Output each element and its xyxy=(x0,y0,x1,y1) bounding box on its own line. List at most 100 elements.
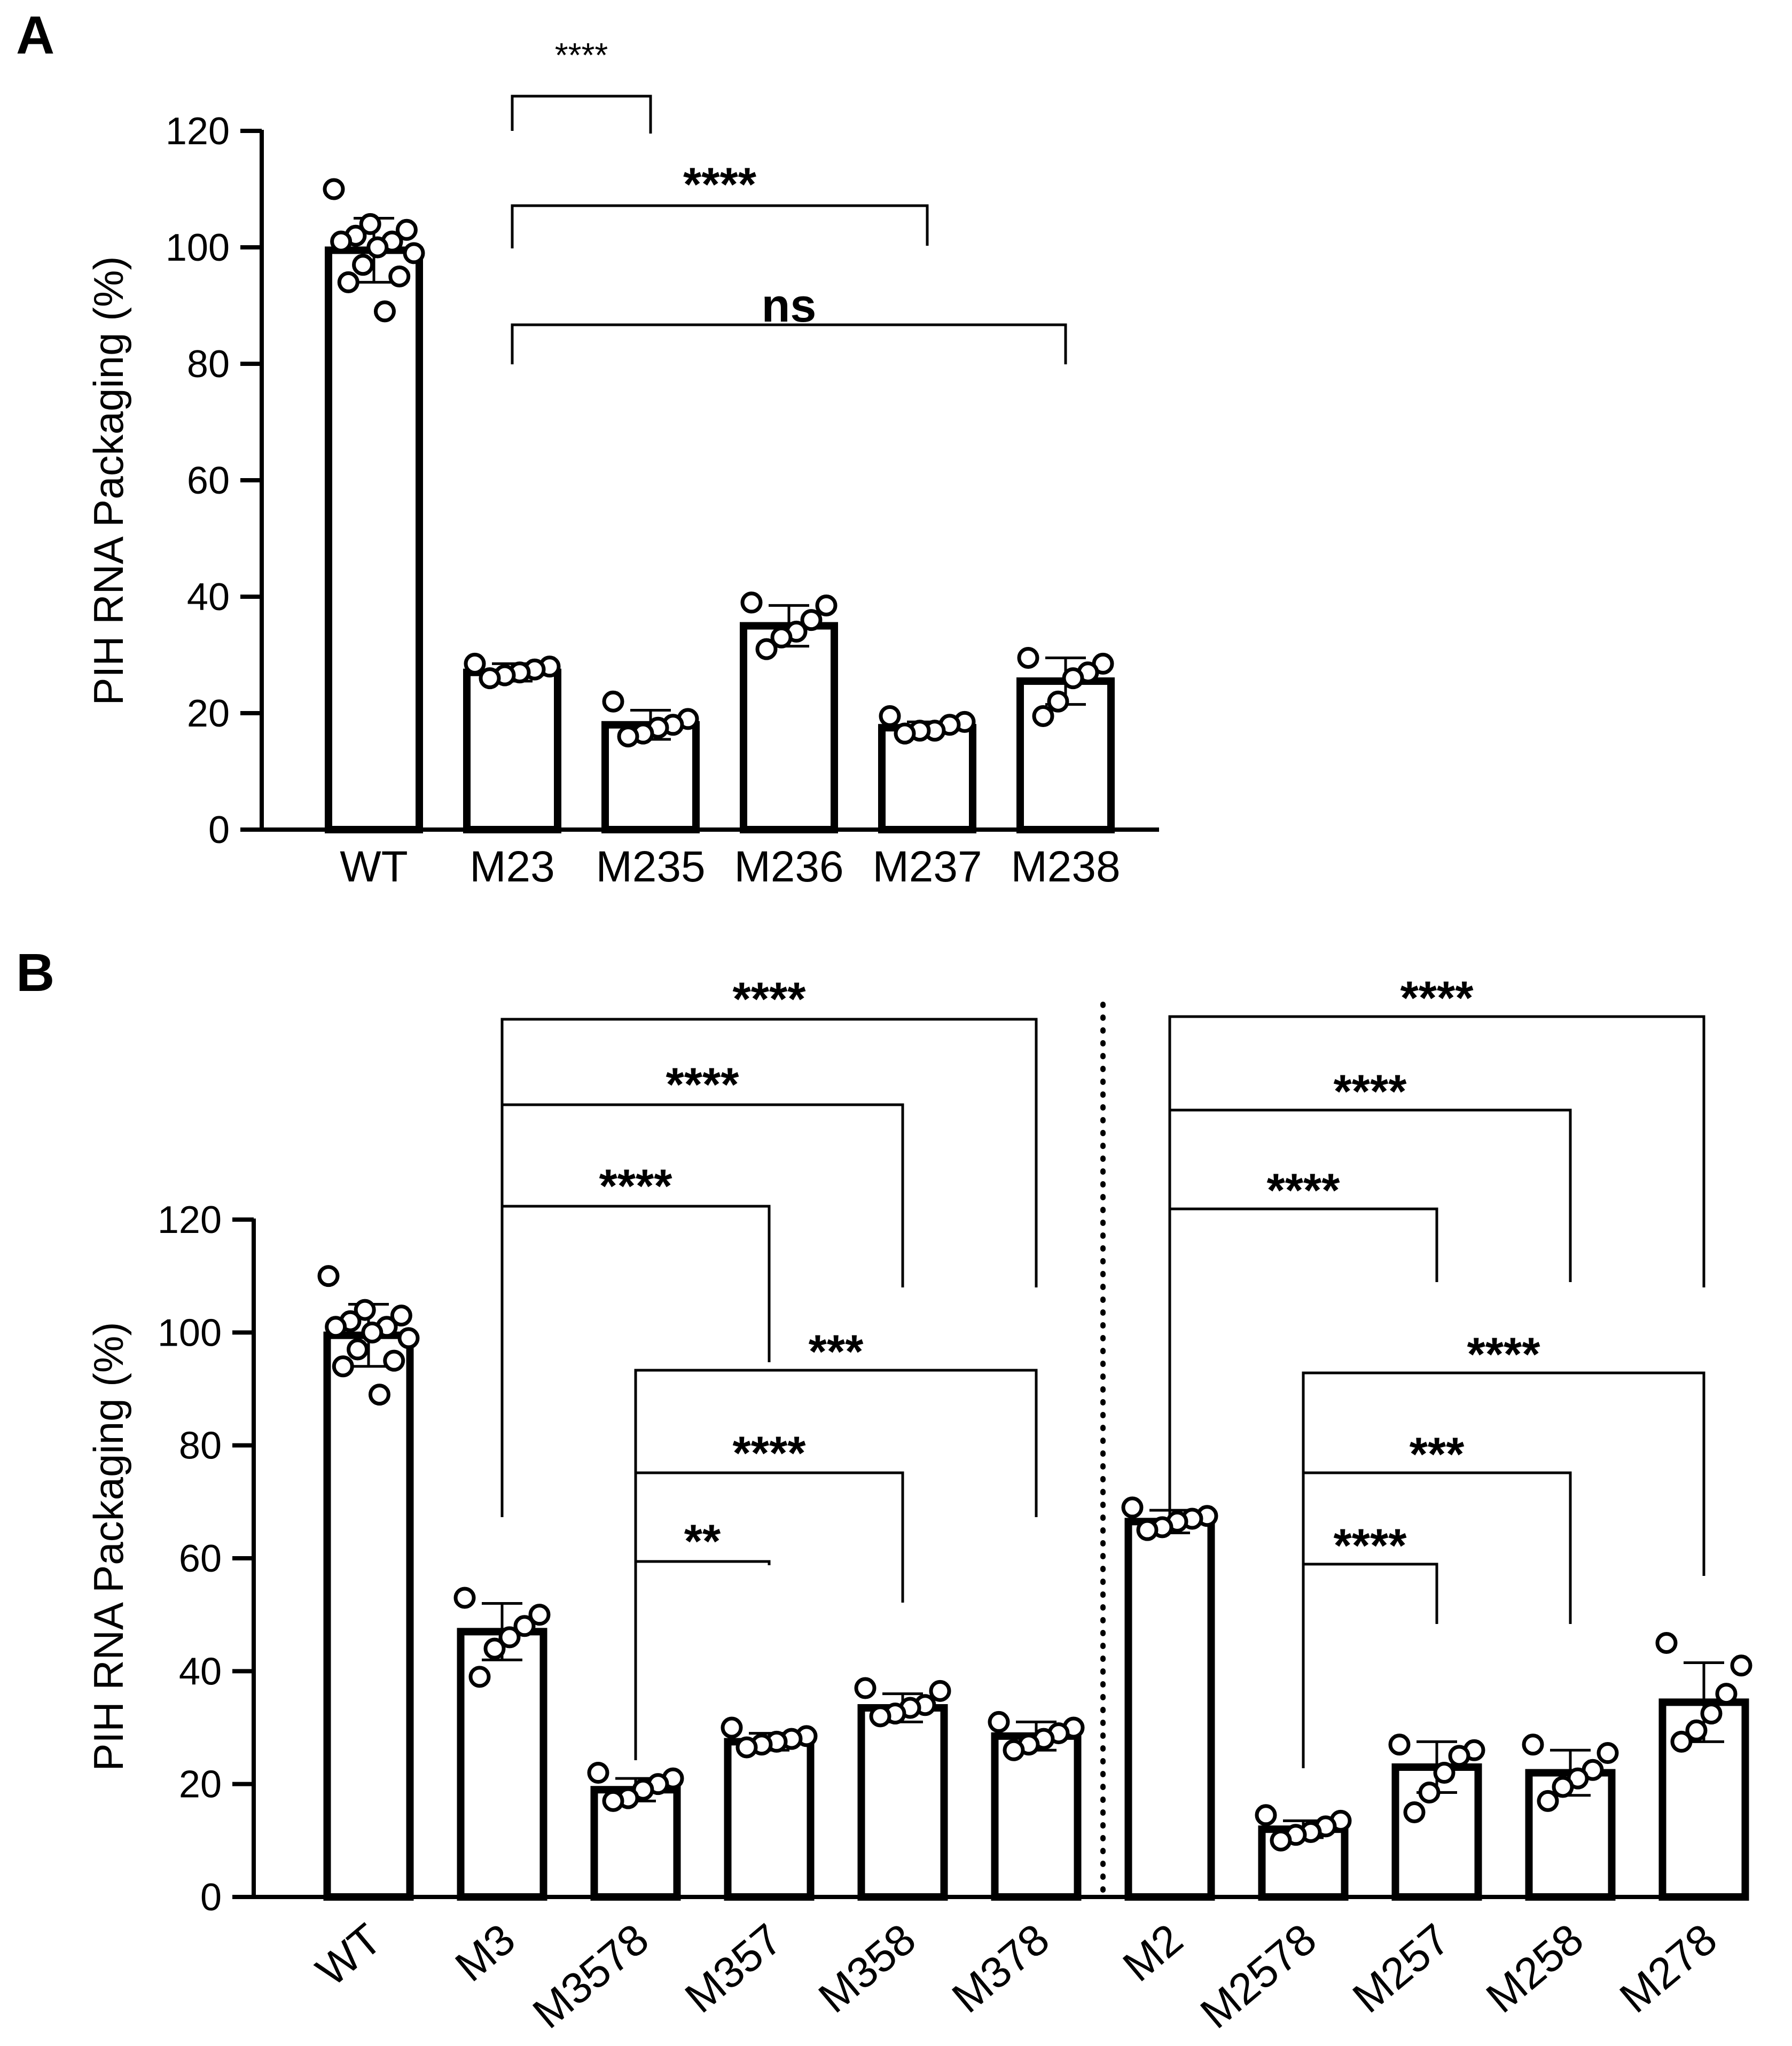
panel-b-data-point xyxy=(347,1338,369,1361)
panel-b-category-label: WT xyxy=(307,1915,390,1996)
panel-b-data-point xyxy=(397,1327,420,1349)
panel-b-data-point xyxy=(325,1316,347,1338)
panel-a-data-point xyxy=(373,300,396,323)
panel-a-category-label: M235 xyxy=(596,842,705,891)
panel-b-y-tick-label: 40 xyxy=(179,1650,222,1693)
panel-a-data-point xyxy=(337,271,359,293)
panel-b-data-point xyxy=(390,1305,412,1327)
panel-b-data-point xyxy=(383,1349,405,1372)
panel-a-significance-bracket xyxy=(511,204,929,248)
panel-b-significance-bracket xyxy=(1302,1371,1705,1768)
panel-a-data-point xyxy=(330,230,353,253)
panel-b-significance-label: *** xyxy=(809,1325,864,1378)
panel-b-category-label: M358 xyxy=(810,1915,925,2022)
panel-b-category-label: M258 xyxy=(1477,1915,1593,2022)
panel-a-y-axis-label: PIH RNA Packaging (%) xyxy=(85,256,132,706)
panel-b-significance-bracket xyxy=(500,1103,904,1517)
panel-b-significance-bracket xyxy=(1168,1108,1572,1517)
panel-a-bar xyxy=(740,622,838,833)
panel-b-significance-label: **** xyxy=(1334,1519,1407,1572)
panel-b-data-point xyxy=(735,1736,758,1759)
panel-a-data-point xyxy=(1017,646,1039,669)
panel-b-category-label: M278 xyxy=(1611,1915,1726,2022)
panel-a-data-point xyxy=(366,236,389,259)
panel-a-data-point xyxy=(479,667,501,690)
panel-b-data-point xyxy=(1670,1730,1693,1753)
panel-b-category-label: M3 xyxy=(447,1915,525,1991)
panel-b-data-point xyxy=(354,1299,376,1321)
panel-b-data-point xyxy=(1700,1703,1723,1725)
panel-a-data-point xyxy=(1047,690,1069,713)
panel-b-significance-label: *** xyxy=(1410,1427,1465,1480)
panel-b-significance-label: **** xyxy=(666,1058,740,1111)
panel-a-y-tick-label: 0 xyxy=(208,809,230,852)
panel-a-significance-bracket xyxy=(511,323,1067,364)
panel-b-data-point xyxy=(1433,1762,1455,1784)
panel-a-bar xyxy=(325,246,423,834)
panel-b-significance-label: **** xyxy=(733,1426,807,1479)
panel-b-data-point xyxy=(587,1762,609,1784)
panel-a-significance-label: ns xyxy=(762,279,817,332)
panel-b-data-point xyxy=(988,1711,1010,1733)
panel-a-category-label: WT xyxy=(340,842,408,891)
panel-b-significance-label: **** xyxy=(1400,971,1474,1024)
panel-b-bar xyxy=(857,1704,948,1901)
panel-b-bar xyxy=(991,1732,1082,1901)
panel-a-significance-bracket xyxy=(511,95,652,134)
panel-a-data-point xyxy=(359,213,381,235)
panel-b-data-point xyxy=(854,1677,877,1699)
panel-b-data-point xyxy=(498,1626,521,1649)
panel-b-data-point xyxy=(1597,1742,1619,1764)
panel-b-data-point xyxy=(602,1790,624,1812)
panel-b-data-point xyxy=(361,1321,384,1344)
panel-b-data-point xyxy=(1121,1496,1144,1519)
panel-b-category-label: M3578 xyxy=(524,1915,658,2038)
panel-b-bar xyxy=(724,1738,815,1901)
panel-a-y-tick-label: 80 xyxy=(187,343,230,386)
panel-b-data-point xyxy=(1270,1829,1292,1852)
panel-a-data-point xyxy=(755,638,778,660)
panel-a-data-point xyxy=(815,594,838,616)
panel-a-y-tick-label: 60 xyxy=(187,459,230,502)
panel-b-data-point xyxy=(1522,1733,1544,1756)
panel-b-data-point xyxy=(869,1705,891,1728)
panel-b-y-tick-label: 60 xyxy=(179,1537,222,1580)
panel-a-category-label: M237 xyxy=(872,842,982,891)
panel-b-y-tick-label: 120 xyxy=(158,1199,222,1241)
panel-a-category-label: M238 xyxy=(1011,842,1120,891)
panel-b-data-point xyxy=(929,1680,951,1702)
panel-a-bar xyxy=(878,724,976,833)
panel-b-y-axis-label: PIH RNA Packaging (%) xyxy=(85,1322,132,1771)
panel-a-data-point xyxy=(403,242,425,264)
panel-b-data-point xyxy=(1418,1782,1441,1804)
panel-a-data-point xyxy=(602,690,624,713)
panel-b-category-label: M257 xyxy=(1344,1915,1459,2022)
panel-b-data-point xyxy=(1003,1739,1025,1761)
panel-a-data-point xyxy=(323,178,345,200)
panel-b-data-point xyxy=(1655,1632,1678,1654)
panel-b-data-point xyxy=(317,1265,340,1287)
panel-b-category-label: M378 xyxy=(943,1915,1059,2022)
panel-b-letter: B xyxy=(16,943,54,1003)
panel-b-data-point xyxy=(1730,1654,1752,1677)
panel-a-category-label: M236 xyxy=(734,842,843,891)
panel-b-data-point xyxy=(1136,1519,1159,1541)
panel-b-data-point xyxy=(721,1716,743,1739)
panel-b-category-label: M2578 xyxy=(1192,1915,1326,2038)
panel-b-data-point xyxy=(468,1666,491,1688)
panel-b-significance-label: **** xyxy=(1334,1065,1407,1118)
panel-b-bar xyxy=(323,1331,414,1901)
panel-b-data-point xyxy=(1448,1745,1470,1767)
panel-b-data-point xyxy=(528,1604,551,1626)
panel-a-y-tick-label: 40 xyxy=(187,576,230,619)
panel-a-data-point xyxy=(395,218,418,241)
panel-b-significance-bracket xyxy=(500,1018,1038,1517)
panel-a-significance-label: **** xyxy=(555,36,608,74)
panel-b-data-point xyxy=(1255,1804,1277,1826)
panel-a-data-point xyxy=(1062,667,1084,690)
panel-b-bar xyxy=(1258,1825,1349,1901)
panel-b-significance-label: **** xyxy=(1267,1163,1341,1216)
panel-b-significance-label: ** xyxy=(684,1514,721,1567)
panel-a-y-tick-label: 120 xyxy=(166,110,230,153)
